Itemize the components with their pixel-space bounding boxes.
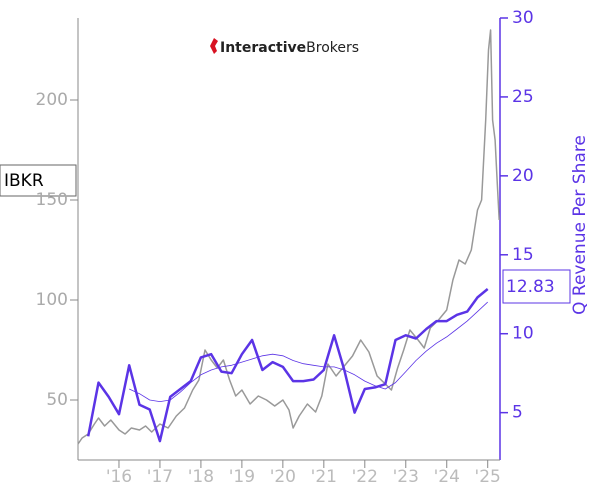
logo-icon <box>210 38 218 54</box>
x-tick-label: '24 <box>434 467 460 487</box>
logo: InteractiveBrokers <box>220 40 359 56</box>
series-line <box>129 301 488 402</box>
ticker: IBKR <box>4 171 44 191</box>
y-tick-label: 100 <box>36 290 68 310</box>
x-tick-label: '20 <box>270 467 296 487</box>
y2-tick-label: 20 <box>512 166 534 186</box>
last-value: 12.83 <box>506 277 555 297</box>
y2-tick-label: 10 <box>512 324 534 344</box>
y-tick-label: 50 <box>46 390 68 410</box>
x-tick-label: '18 <box>188 467 214 487</box>
x-tick-label: '17 <box>147 467 173 487</box>
y-tick-label: 150 <box>36 190 68 210</box>
y2-tick-label: 5 <box>512 403 523 423</box>
last-value-box <box>502 269 571 304</box>
logo-light: Brokers <box>306 40 359 56</box>
x-tick-label: '23 <box>393 467 419 487</box>
y2-tick-label: 25 <box>512 87 534 107</box>
series-line <box>86 288 489 443</box>
ticker-box <box>0 164 77 197</box>
y2-axis-label: Q Revenue Per Share <box>570 135 590 315</box>
x-tick-label: '19 <box>229 467 255 487</box>
x-tick-label: '21 <box>311 467 337 487</box>
series-line <box>77 29 500 445</box>
logo-bold: Interactive <box>220 40 306 56</box>
x-tick-label: '22 <box>352 467 378 487</box>
x-tick-label: '25 <box>475 467 501 487</box>
y2-tick-label: 30 <box>512 8 534 28</box>
plot <box>77 29 500 445</box>
y2-tick-label: 15 <box>512 245 534 265</box>
x-tick-label: '16 <box>106 467 132 487</box>
y-tick-label: 200 <box>36 90 68 110</box>
